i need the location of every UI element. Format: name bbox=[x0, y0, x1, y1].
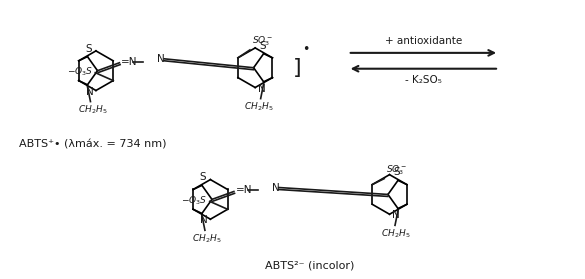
Text: S: S bbox=[85, 44, 92, 54]
Text: •: • bbox=[302, 44, 309, 56]
Text: - K₂SO₅: - K₂SO₅ bbox=[405, 75, 442, 85]
Text: N: N bbox=[157, 54, 165, 64]
Text: $CH_2H_5$: $CH_2H_5$ bbox=[192, 232, 222, 245]
Text: $CH_2H_5$: $CH_2H_5$ bbox=[381, 227, 411, 240]
Text: S: S bbox=[394, 167, 400, 177]
Text: $-O_3S$: $-O_3S$ bbox=[181, 194, 208, 207]
Text: S: S bbox=[199, 172, 207, 182]
Text: =N: =N bbox=[236, 186, 252, 196]
Text: N: N bbox=[85, 87, 94, 97]
Text: $SO_3^-$: $SO_3^-$ bbox=[252, 34, 273, 48]
Text: + antioxidante: + antioxidante bbox=[385, 36, 462, 46]
Text: N: N bbox=[200, 215, 208, 225]
Text: =N: =N bbox=[122, 57, 138, 67]
Text: ABTS²⁻ (incolor): ABTS²⁻ (incolor) bbox=[265, 261, 355, 271]
Text: N: N bbox=[392, 210, 400, 220]
Text: $CH_2H_5$: $CH_2H_5$ bbox=[78, 104, 107, 116]
Text: N: N bbox=[271, 182, 280, 193]
Text: ABTS⁺• (λmáx. = 734 nm): ABTS⁺• (λmáx. = 734 nm) bbox=[19, 140, 167, 150]
Text: S: S bbox=[259, 41, 266, 51]
Text: $SO_3^-$: $SO_3^-$ bbox=[386, 163, 408, 177]
Text: $CH_2H_5$: $CH_2H_5$ bbox=[244, 101, 273, 113]
Text: N: N bbox=[258, 84, 266, 94]
Text: $-O_3S$: $-O_3S$ bbox=[67, 66, 93, 78]
Text: ]: ] bbox=[293, 58, 302, 78]
